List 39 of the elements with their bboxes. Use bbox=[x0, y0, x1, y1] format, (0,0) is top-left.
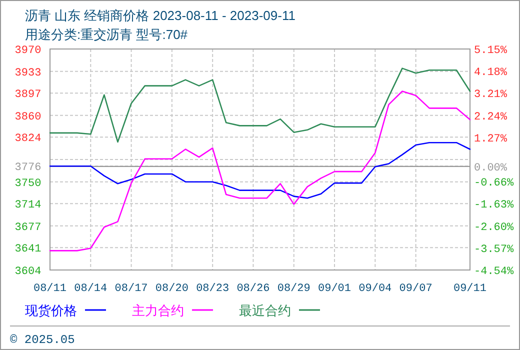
y-tick-label: 3824 bbox=[14, 133, 42, 146]
y2-tick-label: -2.60% bbox=[474, 222, 514, 234]
text: © 2025.05 bbox=[10, 333, 75, 347]
y2-tick-label: -1.63% bbox=[474, 200, 514, 212]
y-tick-label: 3750 bbox=[14, 178, 42, 190]
y-tick-label: 3641 bbox=[14, 244, 42, 256]
y-tick-label: 3860 bbox=[14, 111, 42, 124]
x-tick-label: 08/17 bbox=[114, 283, 148, 295]
y2-tick-label: -3.57% bbox=[474, 244, 514, 256]
x-tick-label: 08/11 bbox=[33, 283, 67, 295]
y2-tick-label: 1.27% bbox=[474, 133, 508, 146]
x-tick-label: 09/01 bbox=[318, 283, 352, 295]
x-tick-label: 09/07 bbox=[399, 283, 432, 295]
chart-subtitle: 用途分类:重交沥青 型号:70# bbox=[25, 27, 188, 42]
y-tick-label: 3897 bbox=[14, 89, 42, 102]
y2-tick-label: 4.18% bbox=[474, 67, 508, 80]
x-tick-label: 08/26 bbox=[236, 283, 270, 295]
legend-label: 最近合约 bbox=[239, 303, 291, 318]
y2-tick-label: 5.15% bbox=[474, 45, 508, 57]
x-tick-label: 08/20 bbox=[155, 283, 188, 295]
y2-tick-label: 2.24% bbox=[474, 111, 508, 124]
y2-tick-label: 3.21% bbox=[474, 89, 508, 102]
legend-label: 主力合约 bbox=[132, 303, 184, 318]
y2-tick-label: -0.66% bbox=[474, 178, 514, 190]
x-tick-label: 08/23 bbox=[196, 283, 230, 295]
legend-label: 现货价格 bbox=[25, 303, 77, 318]
y-tick-label: 3776 bbox=[14, 162, 42, 174]
y-tick-label: 3604 bbox=[14, 266, 42, 278]
x-tick-label: 09/11 bbox=[453, 283, 487, 295]
x-tick-label: 09/04 bbox=[358, 283, 392, 295]
x-tick-label: 08/14 bbox=[74, 283, 108, 295]
y-tick-label: 3970 bbox=[14, 45, 42, 57]
y2-tick-label: 0.00% bbox=[474, 162, 508, 174]
y-tick-label: 3714 bbox=[14, 200, 42, 212]
y-tick-label: 3933 bbox=[14, 67, 42, 80]
chart-title: 沥青 山东 经销商价格 2023-08-11 - 2023-09-11 bbox=[25, 8, 296, 23]
x-tick-label: 08/29 bbox=[277, 283, 310, 295]
y-tick-label: 3677 bbox=[14, 222, 42, 234]
y2-tick-label: -4.54% bbox=[474, 266, 514, 278]
